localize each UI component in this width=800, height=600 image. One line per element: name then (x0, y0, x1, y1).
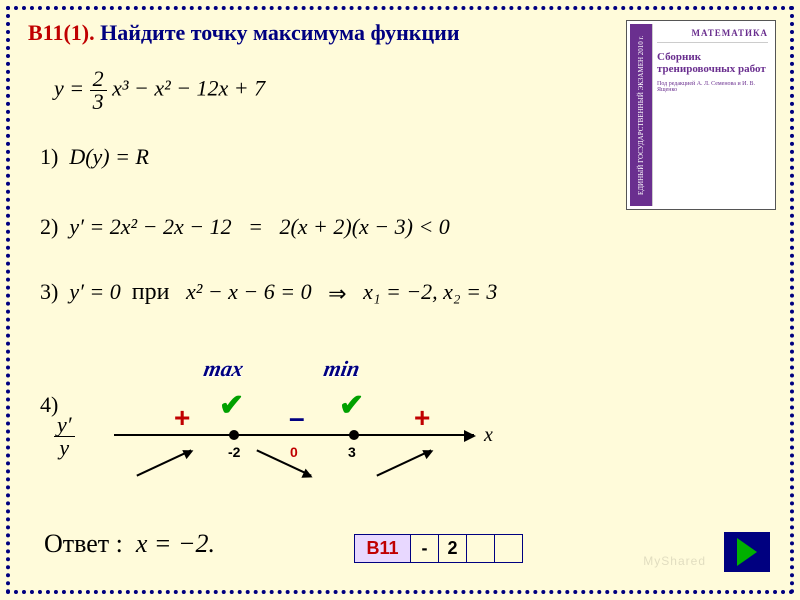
step-number: 1) (40, 144, 58, 169)
answer-table: В11 - 2 (354, 534, 523, 563)
zero-label: 0 (290, 444, 298, 460)
sign-chart: y′ y x -230+–+✔✔maxmin (114, 384, 514, 484)
step-3: 3) y′ = 0 при x² − x − 6 = 0 ⇒ x₁ = −2, … (40, 279, 497, 307)
monotonicity-arrow (136, 449, 191, 476)
checkmark-icon: ✔ (339, 388, 364, 423)
interval-sign: + (414, 402, 430, 434)
step-deriv: y′ = 2x² − 2x − 12 (69, 214, 231, 239)
monotonicity-arrow (376, 449, 431, 476)
answer-cell: - (411, 535, 439, 563)
step-1: 1) D(y) = R (40, 144, 149, 170)
answer-label: Ответ : (44, 529, 123, 558)
step-word: при (132, 279, 170, 305)
answer-row: Ответ : x = −2. (44, 529, 215, 559)
answer-cell: 2 (439, 535, 467, 563)
step-factored: 2(x + 2)(x − 3) < 0 (279, 214, 449, 239)
formula-terms: x³ − x² − 12x + 7 (112, 76, 265, 101)
step-quadratic: x² − x − 6 = 0 (186, 279, 312, 304)
step-number: 3) (40, 279, 58, 304)
textbook-cover: ЕДИНЫЙ ГОСУДАРСТВЕННЫЙ ЭКЗАМЕН 2010 г. М… (626, 20, 776, 210)
critical-point-dot (229, 430, 239, 440)
title-text: Найдите точку максимума функции (95, 20, 460, 45)
play-icon (737, 538, 757, 566)
extremum-label: max (202, 356, 246, 382)
critical-point-dot (349, 430, 359, 440)
book-authors: Под редакцией А. Л. Семенова и И. В. Яще… (657, 81, 768, 93)
book-spine: ЕДИНЫЙ ГОСУДАРСТВЕННЫЙ ЭКЗАМЕН 2010 г. (630, 24, 652, 206)
critical-point-label: -2 (228, 444, 240, 460)
step-number: 2) (40, 214, 58, 239)
answer-table-header: В11 (355, 535, 411, 563)
problem-title: В11(1). Найдите точку максимума функции (28, 20, 588, 46)
watermark: MyShared (643, 554, 706, 568)
step-roots: x₁ = −2, x₂ = 3 (363, 279, 497, 304)
step-2: 2) y′ = 2x² − 2x − 12 = 2(x + 2)(x − 3) … (40, 214, 450, 240)
step-lhs: y′ = 0 (69, 279, 120, 304)
answer-cell (467, 535, 495, 563)
book-title: Сборник тренировочных работ (657, 51, 768, 75)
answer-cell (495, 535, 523, 563)
number-line-axis (114, 434, 474, 436)
critical-point-label: 3 (348, 444, 356, 460)
step-body: D(y) = R (69, 144, 149, 169)
checkmark-icon: ✔ (219, 388, 244, 423)
formula-lhs: y = (54, 76, 84, 101)
answer-value: x = −2. (136, 529, 215, 558)
next-slide-button[interactable] (724, 532, 770, 572)
monotonicity-arrow (256, 449, 311, 476)
title-prefix: В11(1). (28, 20, 95, 45)
main-formula: y = 2 3 x³ − x² − 12x + 7 (54, 68, 265, 113)
slide-content: В11(1). Найдите точку максимума функции … (14, 14, 786, 586)
implies-arrow: ⇒ (328, 281, 346, 306)
interval-sign: + (174, 402, 190, 434)
book-subject: МАТЕМАТИКА (657, 28, 768, 43)
x-axis-label: x (484, 424, 493, 447)
fraction-2-3: 2 3 (90, 68, 107, 113)
extremum-label: min (322, 356, 362, 382)
interval-sign: – (289, 402, 305, 434)
y-prime-over-y: y′ y (54, 414, 75, 459)
